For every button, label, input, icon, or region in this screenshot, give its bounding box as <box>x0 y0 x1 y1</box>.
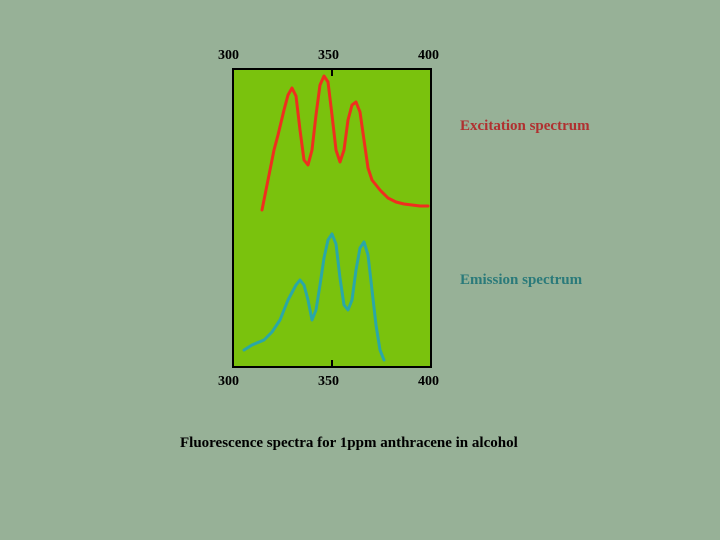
excitation-label: Excitation spectrum <box>460 118 590 135</box>
emission-label: Emission spectrum <box>460 272 582 289</box>
emission-curve <box>0 0 720 540</box>
figure-caption: Fluorescence spectra for 1ppm anthracene… <box>180 435 518 452</box>
